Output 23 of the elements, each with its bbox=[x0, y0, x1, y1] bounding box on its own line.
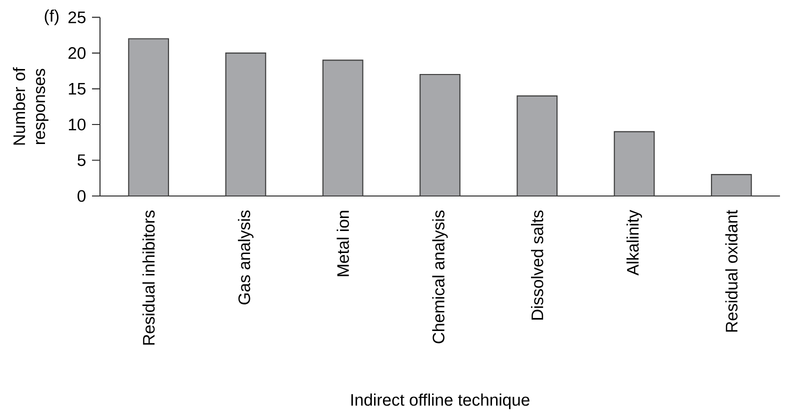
bar bbox=[710, 174, 752, 197]
x-tick-label: Residual oxidant bbox=[725, 210, 738, 332]
text: (f) bbox=[44, 10, 58, 26]
x-tick-label: Chemical analysis bbox=[432, 210, 448, 344]
bar bbox=[420, 74, 460, 197]
x-tick-label: Metal ion bbox=[336, 210, 349, 276]
bar bbox=[322, 60, 364, 197]
y-axis-title: Number of responses bbox=[12, 67, 48, 145]
y-tick-label: 5 bbox=[78, 154, 86, 166]
x-tick-label: Gas analysis bbox=[238, 210, 254, 304]
x-axis-title: Indirect offline technique bbox=[351, 394, 530, 410]
bar bbox=[614, 131, 655, 197]
y-tick-label: 10 bbox=[68, 118, 86, 130]
bar bbox=[128, 38, 170, 197]
y-tick-label: 20 bbox=[68, 47, 86, 59]
y-tick-label: 0 bbox=[78, 190, 86, 202]
bar bbox=[225, 52, 266, 197]
x-tick-label: Dissolved salts bbox=[531, 210, 544, 320]
x-tick-label: Residual inhibitors bbox=[142, 210, 155, 345]
y-tick-label: 25 bbox=[68, 11, 86, 24]
bar bbox=[516, 95, 558, 197]
y-tick-label: 15 bbox=[68, 82, 86, 95]
x-tick-label: Alkalinity bbox=[626, 210, 642, 276]
